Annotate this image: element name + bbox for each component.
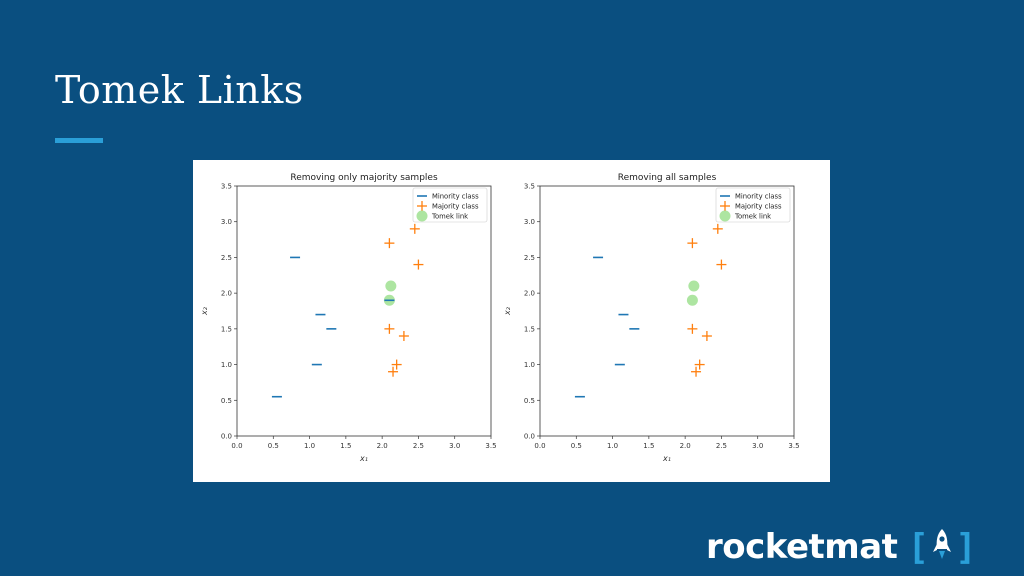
x-tick-label: 1.0 — [304, 442, 315, 450]
y-tick-label: 2.0 — [221, 290, 232, 298]
y-axis-label: x₂ — [503, 306, 512, 316]
tomek-link-point — [385, 280, 397, 292]
y-tick-label: 3.0 — [524, 218, 535, 226]
legend-tomek-marker — [719, 210, 731, 222]
majority-point — [687, 238, 698, 249]
y-tick-label: 1.5 — [221, 325, 232, 333]
y-tick-label: 3.0 — [221, 218, 232, 226]
chart-title: Removing only majority samples — [290, 173, 438, 183]
y-axis-label: x₂ — [200, 306, 209, 316]
x-axis-label: x₁ — [662, 454, 671, 463]
legend-label: Minority class — [735, 193, 782, 201]
x-tick-label: 2.0 — [680, 442, 691, 450]
scatter-figure: Removing only majority samples 0.0 0.5 1.0 1… — [200, 173, 800, 463]
tomek-link-point — [688, 280, 700, 292]
legend-box — [715, 187, 791, 223]
logo-text: rocketmat — [706, 527, 898, 567]
majority-point — [694, 359, 705, 370]
majority-point — [413, 259, 424, 270]
legend-label: Minority class — [432, 193, 479, 201]
majority-point — [716, 259, 727, 270]
majority-point — [701, 331, 712, 341]
y-tick-label: 0.5 — [221, 397, 232, 405]
majority-point — [388, 366, 399, 377]
legend-label: Majority class — [735, 203, 782, 211]
y-tick-label: 0.0 — [524, 433, 535, 441]
figure-panel: Removing only majority samples 0.0 0.5 1.0 1… — [193, 160, 830, 482]
y-tick-label: 2.0 — [524, 290, 535, 298]
legend-tomek-marker — [416, 210, 428, 222]
x-tick-label: 0.5 — [268, 442, 279, 450]
y-tick-label: 1.5 — [524, 325, 535, 333]
slide-title: Tomek Links — [55, 68, 304, 112]
majority-point — [384, 323, 395, 334]
x-tick-label: 1.5 — [643, 442, 654, 450]
legend-majority-marker — [720, 201, 730, 211]
plot-frame — [539, 185, 795, 437]
x-tick-label: 3.5 — [788, 442, 799, 450]
x-tick-label: 0.0 — [534, 442, 545, 450]
logo-bracket-right: ] — [955, 526, 977, 568]
legend-label: Majority class — [432, 203, 479, 211]
x-tick-label: 0.0 — [231, 442, 242, 450]
logo-bracket-left: [ — [907, 526, 930, 568]
scatter-plot-1: Removing only majority samples 0.0 0.5 1.0 1… — [200, 173, 497, 463]
majority-point — [691, 366, 702, 377]
majority-point — [384, 238, 395, 249]
y-tick-label: 2.5 — [221, 254, 232, 262]
rocketmat-logo: rocketmat [ ] — [706, 526, 977, 568]
y-tick-label: 3.5 — [221, 183, 232, 191]
y-tick-label: 0.0 — [221, 433, 232, 441]
y-tick-label: 1.0 — [524, 361, 535, 369]
majority-point — [687, 323, 698, 334]
legend-label: Tomek link — [734, 213, 771, 221]
rocket-icon — [931, 528, 953, 566]
title-accent-bar — [55, 138, 103, 143]
x-axis-label: x₁ — [359, 454, 368, 463]
chart-title: Removing all samples — [618, 173, 717, 183]
tomek-link-point — [686, 294, 698, 306]
y-tick-label: 1.0 — [221, 361, 232, 369]
majority-point — [391, 359, 402, 370]
y-tick-label: 2.5 — [524, 254, 535, 262]
plot-frame — [236, 185, 492, 437]
majority-point — [409, 223, 420, 234]
x-tick-label: 0.5 — [571, 442, 582, 450]
majority-point — [398, 331, 409, 341]
legend-box — [412, 187, 488, 223]
scatter-plot-2: Removing all samples 0.0 0.5 1.0 1.5 2.0 2.5 3.… — [503, 173, 800, 463]
majority-point — [712, 223, 723, 234]
x-tick-label: 2.0 — [377, 442, 388, 450]
x-tick-label: 1.0 — [607, 442, 618, 450]
legend-majority-marker — [417, 201, 427, 211]
legend-label: Tomek link — [431, 213, 468, 221]
y-tick-label: 3.5 — [524, 183, 535, 191]
x-tick-label: 3.0 — [449, 442, 460, 450]
x-tick-label: 3.5 — [485, 442, 496, 450]
x-tick-label: 2.5 — [716, 442, 727, 450]
x-tick-label: 3.0 — [752, 442, 763, 450]
y-tick-label: 0.5 — [524, 397, 535, 405]
x-tick-label: 2.5 — [413, 442, 424, 450]
x-tick-label: 1.5 — [340, 442, 351, 450]
